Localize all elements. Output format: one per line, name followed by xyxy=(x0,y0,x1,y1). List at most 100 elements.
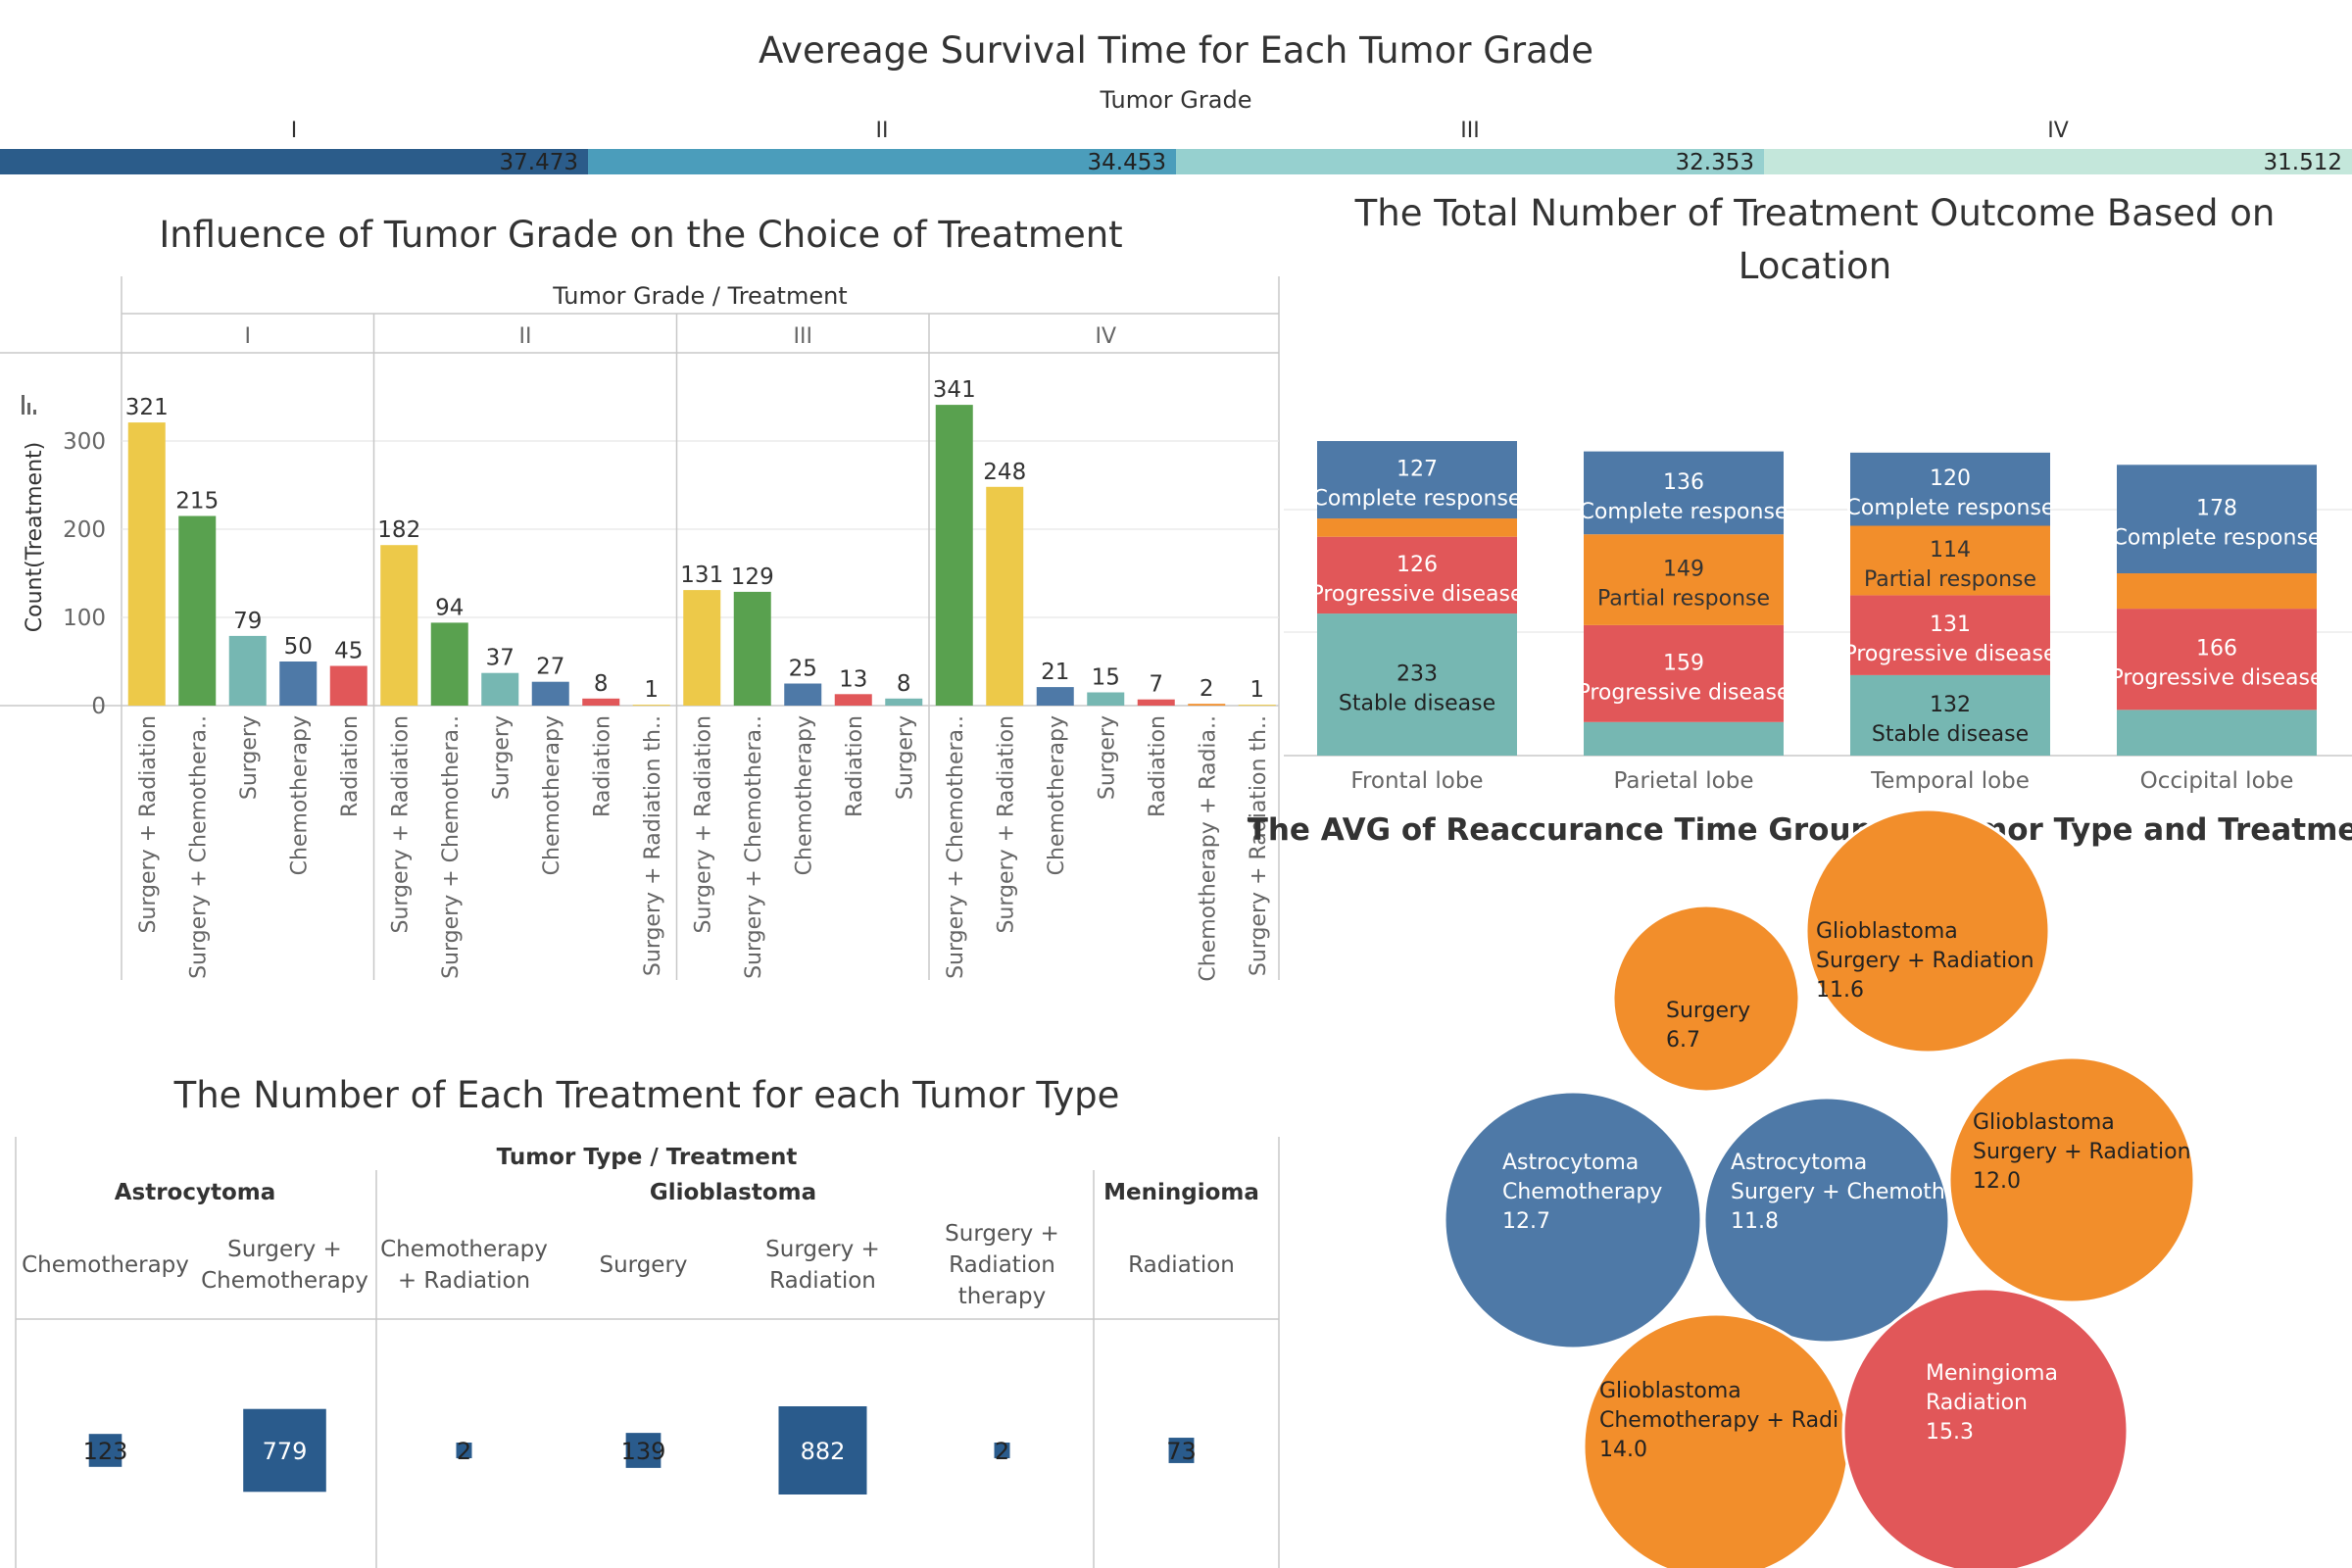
treatment-count-value: 2 xyxy=(995,1438,1009,1465)
treatment-label: Surgery + xyxy=(765,1237,880,1262)
outcome-segment-label: Complete response xyxy=(1313,487,1522,512)
outcome-segment-value: 120 xyxy=(1930,466,1971,491)
bubble-label: Surgery + Chemoth xyxy=(1731,1180,1945,1204)
tumor-type-label: Glioblastoma xyxy=(650,1180,816,1205)
grade-bar xyxy=(885,698,923,706)
outcome-category-label: Parietal lobe xyxy=(1614,768,1754,794)
grade-bar-category-label: Radiation xyxy=(843,715,867,817)
treatment-count-square xyxy=(88,1434,122,1467)
table-header: Tumor Type / Treatment xyxy=(497,1145,798,1170)
grade-bar-category-label: Chemotherapy xyxy=(1045,715,1069,875)
outcome-segment xyxy=(1850,525,2050,596)
bubble-label: Surgery + Radiation xyxy=(1816,949,2034,973)
treatment-count-value: 2 xyxy=(457,1438,471,1465)
treatment-count-square xyxy=(456,1443,472,1458)
bubble-value: 6.7 xyxy=(1666,1028,1700,1053)
survival-value: 37.473 xyxy=(500,150,578,175)
survival-bar xyxy=(1764,149,2352,174)
table-title: The Number of Each Treatment for each Tu… xyxy=(173,1074,1120,1116)
survival-value: 31.512 xyxy=(2264,150,2342,175)
grade-bar xyxy=(127,422,166,706)
treatment-count-value: 73 xyxy=(1166,1438,1197,1465)
grade-bar xyxy=(733,591,771,706)
grade-bar xyxy=(430,622,468,706)
sort-indicator-icon xyxy=(33,410,36,415)
outcome-segment-value: 149 xyxy=(1663,558,1704,582)
grade-bar-value-label: 13 xyxy=(839,666,867,692)
grade-group-label: IV xyxy=(1095,324,1116,349)
grade-bar xyxy=(784,683,822,706)
treatment-count-value: 123 xyxy=(83,1438,128,1465)
outcome-segment xyxy=(1584,624,1784,722)
grade-bar xyxy=(834,694,872,706)
grade-bar-category-label: Surgery + Chemothera.. xyxy=(439,715,464,979)
outcome-segment-value: 166 xyxy=(2196,637,2237,662)
survival-value: 32.353 xyxy=(1676,150,1754,175)
bubble-label: Glioblastoma xyxy=(1973,1110,2115,1135)
outcome-segment-value: 159 xyxy=(1663,651,1704,675)
grade-bar-value-label: 8 xyxy=(594,671,609,697)
grade-bar-category-label: Surgery + Radiation xyxy=(994,715,1018,934)
outcome-segment-label: Stable disease xyxy=(1872,722,2029,747)
grade-bar xyxy=(178,515,217,706)
outcome-segment-value: 131 xyxy=(1930,612,1971,637)
grade-bar-category-label: Surgery xyxy=(893,715,917,800)
grade-bar xyxy=(228,635,267,706)
grade-bar-value-label: 1 xyxy=(644,677,659,703)
reoccurrence-bubble xyxy=(1443,1090,1703,1350)
bubble-label: Chemotherapy xyxy=(1502,1180,1662,1204)
grade-bar xyxy=(1036,687,1074,706)
grade-bar-value-label: 2 xyxy=(1200,676,1214,702)
survival-value: 34.453 xyxy=(1088,150,1166,175)
survival-title: Avereage Survival Time for Each Tumor Gr… xyxy=(759,29,1593,72)
survival-grade-label: II xyxy=(876,119,889,143)
outcome-chart-title-line2: Location xyxy=(1739,245,1892,287)
treatment-count-square xyxy=(625,1433,662,1468)
survival-header: Tumor Grade xyxy=(1100,86,1252,114)
outcome-segment xyxy=(2117,710,2317,756)
grade-chart-title: Influence of Tumor Grade on the Choice o… xyxy=(159,214,1122,256)
bubble-value: 14.0 xyxy=(1599,1438,1647,1462)
grade-chart-y-label: Count(Treatment) xyxy=(23,442,47,632)
grade-bar-category-label: Surgery + Radiation th.. xyxy=(1247,715,1271,976)
grade-bar-value-label: 50 xyxy=(284,634,313,660)
grade-bar-category-label: Surgery + Chemothera.. xyxy=(742,715,766,979)
treatment-label: Surgery + xyxy=(227,1237,342,1262)
grade-bar xyxy=(279,662,318,706)
outcome-category-label: Temporal lobe xyxy=(1870,768,2030,794)
grade-bar-category-label: Surgery + Chemothera.. xyxy=(186,715,211,979)
outcome-segment xyxy=(1584,451,1784,535)
grade-group-label: III xyxy=(794,324,812,349)
treatment-label: Radiation xyxy=(949,1252,1055,1278)
grade-bar-value-label: 129 xyxy=(731,564,774,590)
treatment-label: Chemotherapy xyxy=(201,1268,368,1294)
grade-bar-value-label: 25 xyxy=(789,657,817,682)
treatment-count-value: 779 xyxy=(263,1438,308,1465)
grade-bar-value-label: 21 xyxy=(1041,660,1069,685)
outcome-segment-label: Complete response xyxy=(1580,500,1788,524)
bubble-label: Radiation xyxy=(1926,1391,2028,1415)
outcome-category-label: Frontal lobe xyxy=(1350,768,1483,794)
reoccurrence-bubble xyxy=(1702,1096,1951,1345)
outcome-segment-value: 178 xyxy=(2196,497,2237,521)
outcome-segment xyxy=(1317,536,1517,614)
grade-bar-category-label: Chemotherapy xyxy=(540,715,564,875)
outcome-segment-label: Progressive disease xyxy=(1843,642,2056,666)
bubble-label: Surgery xyxy=(1666,999,1750,1023)
grade-chart-y-tick: 300 xyxy=(63,429,106,455)
grade-group-label: II xyxy=(519,324,532,349)
survival-bar xyxy=(1176,149,1764,174)
bubble-value: 11.6 xyxy=(1816,978,1864,1003)
outcome-segment-value: 233 xyxy=(1396,662,1438,687)
treatment-count-square xyxy=(994,1443,1010,1458)
treatment-label: Surgery xyxy=(599,1252,687,1278)
outcome-segment-value: 136 xyxy=(1663,470,1704,495)
outcome-segment xyxy=(1584,721,1784,756)
grade-bar-value-label: 131 xyxy=(680,563,723,588)
survival-bar xyxy=(588,149,1176,174)
grade-bar xyxy=(683,590,721,706)
outcome-segment-label: Complete response xyxy=(1846,496,2055,520)
outcome-segment xyxy=(2117,465,2317,574)
outcome-segment-label: Partial response xyxy=(1864,567,2036,592)
